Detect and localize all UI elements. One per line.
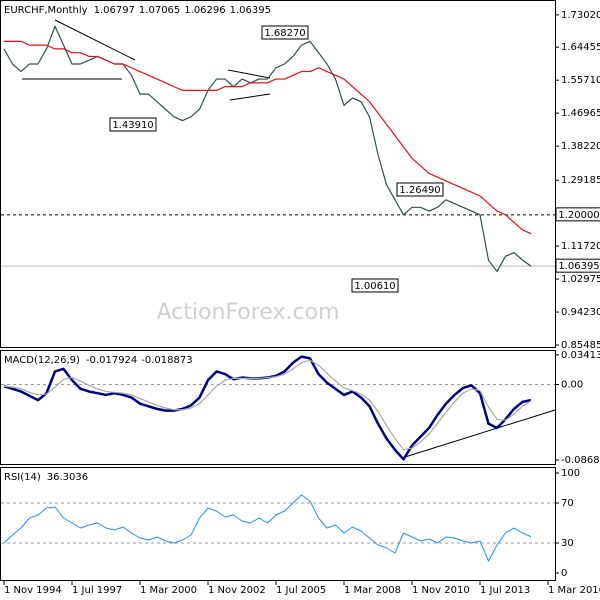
watermark: ActionForex.com bbox=[157, 300, 340, 325]
panel-title-name: MACD(12,26,9) bbox=[4, 355, 80, 366]
y-tick-label: 1.46965 bbox=[561, 108, 600, 119]
price-panel bbox=[0, 0, 556, 348]
trendlines bbox=[22, 19, 556, 458]
rsi-panel bbox=[0, 467, 556, 581]
panel-readout: 1.06296 bbox=[184, 5, 225, 16]
y-tick-label: 30 bbox=[561, 538, 574, 549]
label-text: 1.43910 bbox=[112, 120, 153, 131]
panel-title: MACD(12,26,9) -0.017924 -0.018873 bbox=[4, 355, 193, 366]
panel-readout: 1.06797 bbox=[94, 5, 135, 16]
x-tick-label: 1 Nov 1994 bbox=[4, 585, 62, 596]
y-tick-label: 1.64455 bbox=[561, 42, 600, 53]
macd-panel bbox=[0, 350, 556, 465]
label-box bbox=[555, 207, 600, 222]
trendline bbox=[54, 19, 136, 61]
label-box bbox=[261, 25, 309, 40]
panel-readout: 1.07065 bbox=[139, 5, 180, 16]
x-tick-label: 1 Mar 2016 bbox=[548, 585, 600, 596]
series-line bbox=[3, 359, 532, 451]
y-tick-label: 100 bbox=[561, 468, 580, 479]
panel-title: EURCHF,Monthly 1.06797 1.07065 1.06296 1.063… bbox=[4, 5, 271, 16]
y-tick-label: 1.29185 bbox=[561, 175, 600, 186]
label-text: 1.26490 bbox=[399, 185, 440, 196]
label-box bbox=[351, 278, 399, 293]
series-line bbox=[3, 355, 532, 461]
y-tick-label: 0.00 bbox=[561, 380, 583, 391]
label-box bbox=[396, 182, 444, 197]
panel-title-name: RSI(14) bbox=[4, 472, 41, 483]
y-tick-label: 0.85485 bbox=[561, 340, 600, 351]
series-line bbox=[3, 25, 532, 273]
panel-readout: 1.06395 bbox=[230, 5, 271, 16]
panel-title-name: EURCHF,Monthly bbox=[4, 5, 88, 16]
y-tick-label: 1.38220 bbox=[561, 141, 600, 152]
x-tick-label: 1 Mar 2000 bbox=[140, 585, 197, 596]
series-line bbox=[4, 40, 532, 235]
label-box bbox=[109, 117, 157, 132]
trendline bbox=[229, 93, 271, 101]
series-line bbox=[3, 494, 532, 562]
panel-readout: -0.017924 bbox=[86, 355, 137, 366]
x-tick-label: 1 Nov 2002 bbox=[208, 585, 266, 596]
x-tick-label: 1 Jul 1997 bbox=[72, 585, 122, 596]
y-tick-label: 1.55710 bbox=[561, 75, 600, 86]
y-tick-label: 0 bbox=[561, 568, 567, 579]
y-tick-label: 0.94230 bbox=[561, 307, 600, 318]
label-text: 1.00610 bbox=[354, 281, 395, 292]
label-text: 1.06395 bbox=[558, 261, 599, 272]
y-tick-label: 0.034137 bbox=[561, 350, 600, 361]
x-tick-label: 1 Jul 2013 bbox=[480, 585, 530, 596]
x-tick-label: 1 Mar 2008 bbox=[344, 585, 401, 596]
trendline bbox=[227, 69, 271, 79]
trendline bbox=[404, 409, 556, 458]
label-text: 1.20000 bbox=[558, 210, 599, 221]
x-tick-label: 1 Nov 2010 bbox=[412, 585, 470, 596]
label-text: 1.68270 bbox=[264, 28, 305, 39]
y-tick-label: 1.73020 bbox=[561, 10, 600, 21]
label-box bbox=[555, 258, 600, 273]
panel-readout: -0.018873 bbox=[141, 355, 192, 366]
y-tick-label: 1.02975 bbox=[561, 274, 600, 285]
panel-title: RSI(14) 36.3036 bbox=[4, 472, 88, 483]
x-tick-label: 1 Jul 2005 bbox=[276, 585, 326, 596]
panel-readout: 36.3036 bbox=[47, 472, 88, 483]
y-tick-label: 70 bbox=[561, 498, 574, 509]
y-tick-label: -0.086849 bbox=[561, 455, 600, 466]
y-tick-label: 1.11720 bbox=[561, 241, 600, 252]
